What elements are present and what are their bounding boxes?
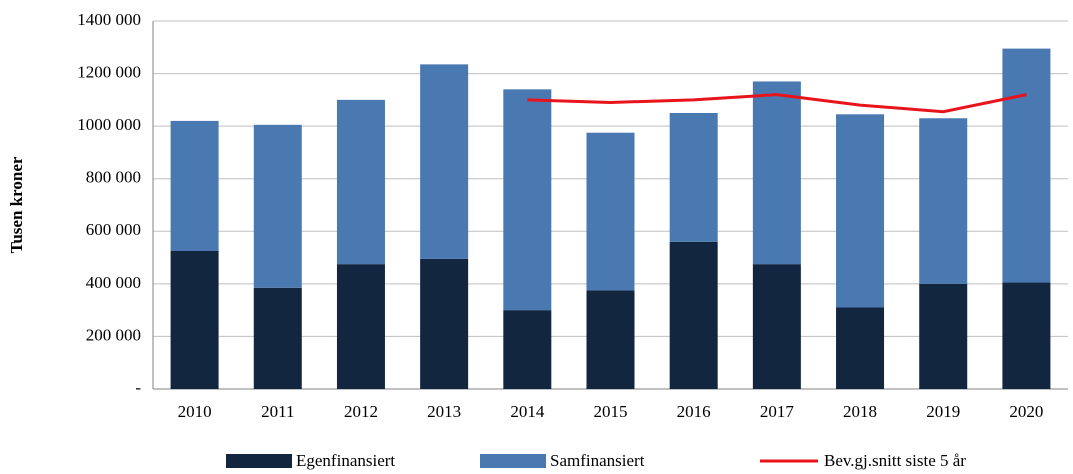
bar	[336, 99, 385, 265]
x-tick-label: 2015	[594, 402, 628, 421]
y-tick-label: 400 000	[86, 273, 141, 292]
bar	[170, 120, 219, 251]
x-tick-label: 2016	[677, 402, 711, 421]
line	[527, 93, 1027, 114]
bar	[420, 258, 469, 389]
y-tick-label: 1400 000	[77, 10, 141, 29]
bar	[919, 283, 968, 389]
x-tick-label: 2011	[261, 402, 294, 421]
bar	[420, 64, 469, 259]
legend-label: Samfinansiert	[550, 451, 645, 470]
bar	[836, 307, 885, 389]
y-tick-label: 200 000	[86, 325, 141, 344]
y-tick-label: -	[135, 378, 141, 397]
bar	[1002, 282, 1051, 389]
legend-swatch	[226, 454, 292, 468]
x-tick-label: 2019	[926, 402, 960, 421]
bar	[752, 264, 801, 389]
y-tick-label: 600 000	[86, 220, 141, 239]
bar	[170, 251, 219, 389]
bar	[336, 264, 385, 389]
bar	[669, 113, 718, 242]
x-tick-label: 2017	[760, 402, 795, 421]
bar	[669, 241, 718, 389]
bar	[586, 290, 635, 389]
bar	[586, 132, 635, 291]
x-tick-label: 2018	[843, 402, 877, 421]
bar	[253, 287, 302, 389]
bar	[836, 114, 885, 308]
legend-swatch	[480, 454, 546, 468]
bar	[1002, 48, 1051, 283]
bar	[503, 89, 552, 311]
bar	[919, 118, 968, 284]
y-axis-label: Tusen kroner	[7, 156, 26, 253]
x-tick-label: 2013	[427, 402, 461, 421]
y-tick-label: 1000 000	[77, 115, 141, 134]
x-tick-label: 2010	[178, 402, 212, 421]
y-tick-label: 800 000	[86, 168, 141, 187]
bar	[752, 81, 801, 265]
y-tick-label: 1200 000	[77, 62, 141, 81]
legend-label: Bev.gj.snitt siste 5 år	[824, 451, 966, 470]
x-tick-label: 2014	[510, 402, 545, 421]
bar	[253, 124, 302, 288]
x-tick-label: 2020	[1009, 402, 1043, 421]
x-tick-label: 2012	[344, 402, 378, 421]
bar	[503, 310, 552, 389]
legend-label: Egenfinansiert	[296, 451, 395, 470]
